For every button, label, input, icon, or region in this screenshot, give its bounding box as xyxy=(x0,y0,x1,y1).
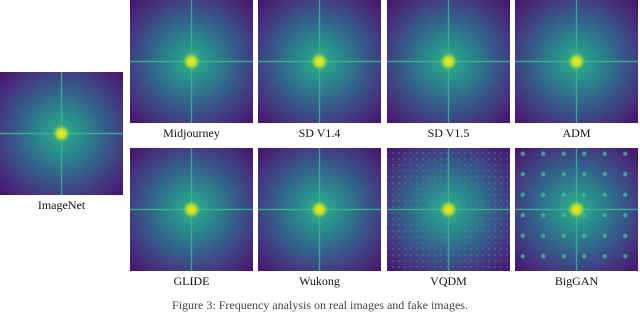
spectrum-panel: ADM xyxy=(515,0,638,140)
spectrum-panel: ImageNet xyxy=(0,72,123,212)
spectrum-core xyxy=(52,124,71,143)
spectrum-core xyxy=(439,52,458,71)
panel-label: ImageNet xyxy=(38,198,86,212)
spectrum-core xyxy=(439,200,458,219)
panel-label: GLIDE xyxy=(174,274,210,288)
panel-label: SD V1.4 xyxy=(299,126,341,140)
spectrum-core xyxy=(182,200,201,219)
panel-label: BigGAN xyxy=(555,274,599,288)
panel-label: SD V1.5 xyxy=(428,126,470,140)
spectrum-core xyxy=(182,52,201,71)
spectrum-core xyxy=(310,200,329,219)
panel-label: Midjourney xyxy=(163,126,220,140)
panel-label: VQDM xyxy=(430,274,467,288)
spectrum-panel: SD V1.4 xyxy=(258,0,381,140)
spectrum-panel: Wukong xyxy=(258,148,381,288)
caption: Figure 3: Frequency analysis on real ima… xyxy=(172,298,468,312)
spectrum-panel: Midjourney xyxy=(130,0,253,140)
panel-label: Wukong xyxy=(299,274,340,288)
spectrum-panel: BigGAN xyxy=(515,148,638,288)
spectrum-panel: GLIDE xyxy=(130,148,253,288)
spectrum-core xyxy=(567,200,586,219)
spectrum-panel: VQDM xyxy=(387,148,510,288)
spectrum-core xyxy=(567,52,586,71)
panel-label: ADM xyxy=(562,126,590,140)
spectrum-core xyxy=(310,52,329,71)
spectrum-panel: SD V1.5 xyxy=(387,0,510,140)
